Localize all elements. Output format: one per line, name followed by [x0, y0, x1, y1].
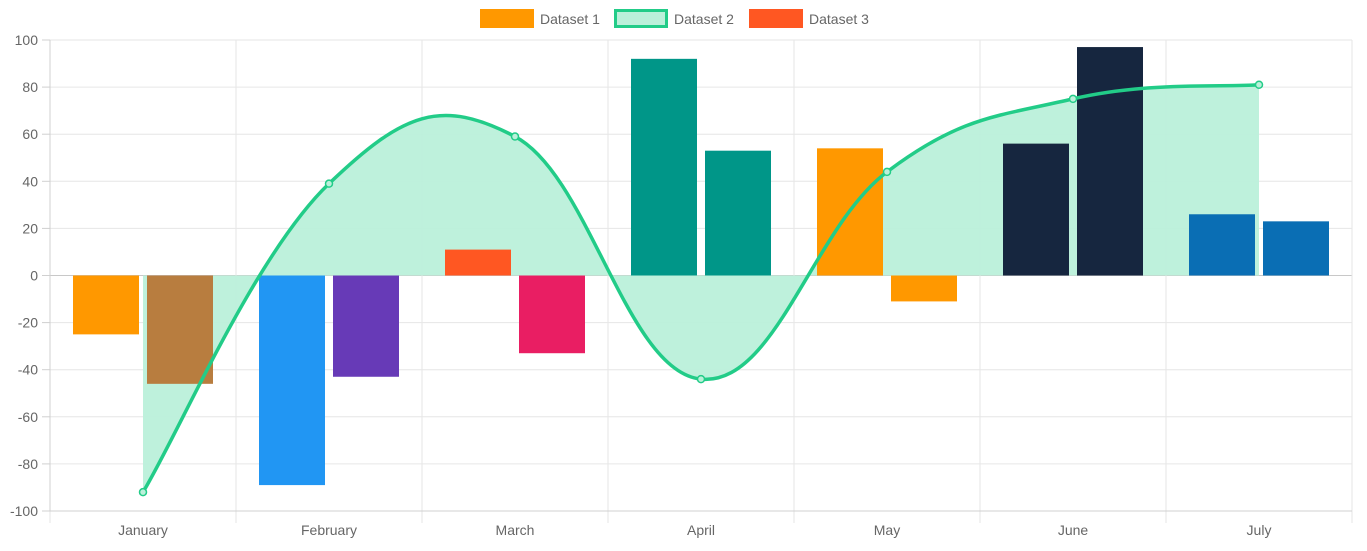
legend-label-1: Dataset 1 [540, 11, 600, 27]
y-tick-label: -20 [18, 315, 38, 331]
bar-2 [519, 275, 585, 354]
legend: Dataset 1 Dataset 2 Dataset 3 [480, 9, 869, 28]
y-tick-label: 40 [22, 173, 38, 189]
bar-2 [1263, 221, 1329, 276]
area-fill-path [143, 84, 1259, 493]
y-tick-label: 100 [15, 32, 39, 48]
line-point [510, 132, 520, 141]
y-tick-label: 60 [22, 126, 38, 142]
line-point [1068, 94, 1078, 104]
x-tick-label: July [1247, 522, 1272, 538]
legend-label-3: Dataset 3 [809, 11, 869, 27]
x-tick-label: January [118, 522, 168, 538]
axes: 100 80 60 40 20 0 -20 -40 -60 -80 -100 January Febru… [10, 32, 1352, 538]
bar-2 [891, 275, 957, 302]
bar-1 [1189, 214, 1255, 276]
line-point [324, 179, 334, 188]
line-point [696, 374, 706, 384]
x-tick-label: March [496, 522, 535, 538]
line-series [138, 80, 1264, 497]
bar-2 [147, 275, 213, 384]
y-tick-label: 0 [30, 268, 38, 284]
legend-swatch-2 [614, 9, 668, 28]
x-tick-label: February [301, 522, 357, 538]
bar-2 [333, 275, 399, 377]
legend-label-2: Dataset 2 [674, 11, 734, 27]
area-fill [143, 84, 1259, 493]
bar-1 [1003, 143, 1069, 276]
line-point [882, 167, 892, 177]
y-tick-label: 80 [22, 79, 38, 95]
x-tick-label: May [874, 522, 900, 538]
x-tick-label: June [1058, 522, 1089, 538]
y-tick-label: -80 [18, 456, 38, 472]
y-tick-label: -60 [18, 409, 38, 425]
legend-swatch-3 [749, 9, 803, 28]
line-point [138, 487, 148, 497]
line-point [1254, 80, 1264, 89]
bar-2 [1077, 47, 1143, 276]
bar-1 [445, 249, 511, 276]
x-tick-label: April [687, 522, 715, 538]
bar-2 [705, 150, 771, 276]
bar-1 [259, 275, 325, 486]
y-tick-label: -40 [18, 362, 38, 378]
y-tick-label: -100 [10, 503, 38, 519]
line-path [141, 82, 1260, 494]
legend-swatch-1 [480, 9, 534, 28]
y-tick-label: 20 [22, 220, 38, 236]
bar-1 [631, 58, 697, 276]
bar-1 [73, 275, 139, 335]
bars [73, 47, 1329, 486]
